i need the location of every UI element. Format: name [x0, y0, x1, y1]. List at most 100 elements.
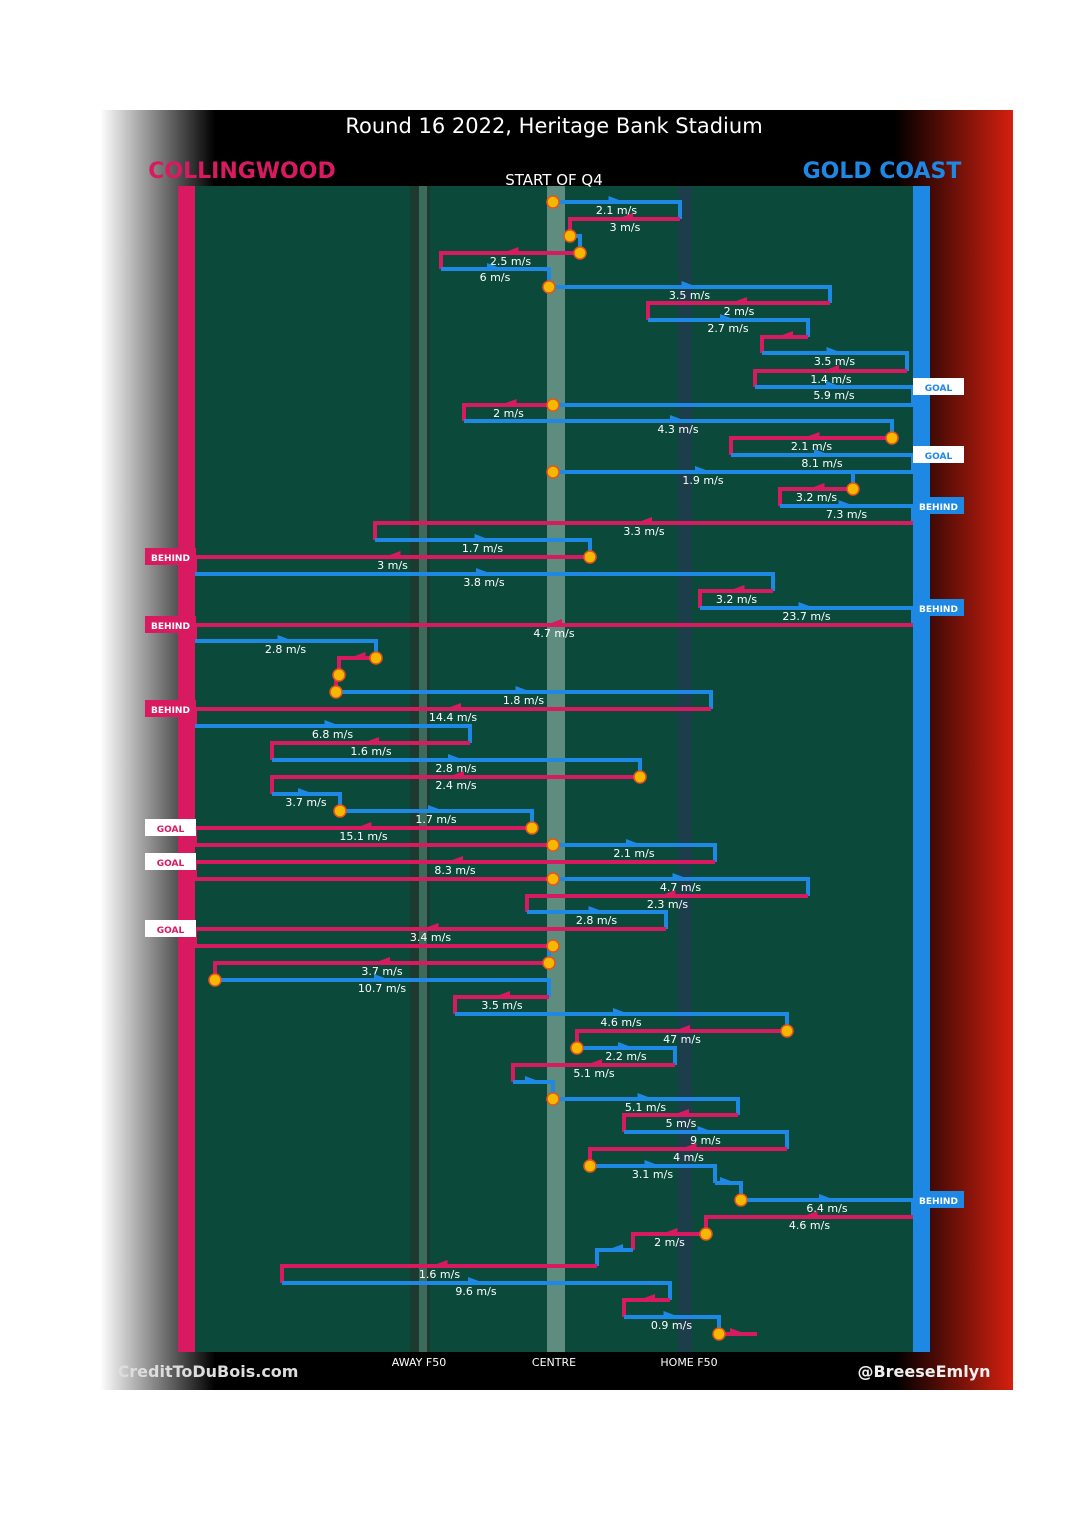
title: Round 16 2022, Heritage Bank Stadium — [345, 114, 762, 138]
speed-label: 3.7 m/s — [361, 965, 402, 978]
speed-label: 4.3 m/s — [657, 423, 698, 436]
ball — [546, 872, 560, 886]
ball — [633, 770, 647, 784]
outcome-label: GOAL — [157, 926, 185, 936]
arrow — [695, 466, 711, 474]
outcome-label: BEHIND — [151, 706, 190, 716]
arrow — [374, 974, 390, 982]
ball — [333, 804, 347, 818]
arrow — [502, 247, 519, 255]
speed-label: 47 m/s — [663, 1033, 701, 1046]
arrow — [663, 1311, 680, 1319]
arrow — [697, 1126, 714, 1134]
speed-label: 8.3 m/s — [434, 864, 475, 877]
speed-label: 2.8 m/s — [435, 762, 476, 775]
arrow — [613, 1008, 629, 1016]
arrow — [801, 1211, 818, 1219]
arrow — [819, 1194, 835, 1202]
arrow — [277, 635, 294, 643]
arrow — [447, 856, 463, 864]
arrow — [355, 822, 372, 830]
ball — [712, 1327, 726, 1341]
goldcoast-sideline — [913, 186, 930, 1352]
ball — [208, 973, 222, 987]
ball — [369, 651, 383, 665]
speed-label: 8.1 m/s — [801, 457, 842, 470]
speed-label: 2 m/s — [724, 305, 755, 318]
arrow — [363, 737, 379, 745]
arrow — [618, 1042, 634, 1050]
speed-label: 23.7 m/s — [782, 610, 830, 623]
arrow — [617, 213, 633, 221]
arrow — [798, 602, 815, 610]
speed-label: 2.3 m/s — [647, 898, 688, 911]
speed-label: 6 m/s — [480, 271, 511, 284]
arrow — [670, 415, 686, 423]
possession-line — [195, 572, 775, 591]
arrow — [659, 890, 676, 898]
possession-line — [622, 1113, 738, 1132]
centre-line — [547, 186, 565, 1352]
possession-line — [553, 200, 682, 219]
outcome-tag-fill — [145, 920, 196, 937]
speed-label: 15.1 m/s — [339, 830, 387, 843]
field-label: HOME F50 — [660, 1356, 717, 1369]
speed-label: 3.2 m/s — [716, 593, 757, 606]
arrow — [674, 1025, 690, 1033]
outcome-tag-fill — [913, 599, 964, 616]
possession-line — [280, 1264, 597, 1283]
speed-label: 3.5 m/s — [669, 289, 710, 302]
outcome-tag-fill — [145, 548, 196, 565]
arrow — [777, 331, 793, 339]
speed-label: 5.1 m/s — [625, 1101, 666, 1114]
possession-line — [577, 1046, 677, 1065]
arrow — [515, 686, 532, 694]
speed-label: 3.3 m/s — [623, 525, 664, 538]
ball — [542, 280, 556, 294]
ball — [699, 1227, 713, 1241]
speed-label: 4 m/s — [673, 1151, 704, 1164]
possession-line — [270, 741, 470, 760]
outcome-tag-fill — [913, 1191, 964, 1208]
speed-label: 14.4 m/s — [429, 711, 477, 724]
arrow — [672, 873, 689, 881]
arrow — [728, 585, 745, 593]
speed-label: 1.7 m/s — [415, 813, 456, 826]
speed-label: 3 m/s — [377, 559, 408, 572]
speed-label: 2.8 m/s — [576, 914, 617, 927]
arrow — [826, 347, 843, 355]
speed-label: 2.1 m/s — [613, 847, 654, 860]
arrow — [681, 281, 698, 289]
away-team: GOLD COAST — [803, 159, 962, 184]
home-f50-line — [678, 186, 692, 1352]
arrow — [814, 449, 830, 457]
credit: @BreeseEmlyn — [857, 1362, 990, 1381]
possession-line — [553, 843, 717, 862]
ball — [546, 465, 560, 479]
arrow — [644, 1160, 661, 1168]
outcome-tag-fill — [145, 700, 196, 717]
ball — [583, 550, 597, 564]
period: START OF Q4 — [505, 171, 603, 189]
possession-line — [624, 1130, 789, 1149]
outcome-tag-fill — [913, 446, 964, 463]
arrow — [428, 805, 444, 813]
arrow — [474, 534, 491, 542]
speed-label: 3.5 m/s — [481, 999, 522, 1012]
ball — [542, 956, 556, 970]
ball — [546, 939, 560, 953]
speed-label: 4.6 m/s — [600, 1016, 641, 1029]
arrow — [500, 399, 517, 407]
arrow — [374, 957, 390, 965]
arrow — [673, 1109, 689, 1117]
possession-line — [462, 403, 553, 421]
arrow — [298, 788, 314, 796]
ball — [546, 1092, 560, 1106]
arrow — [525, 1076, 541, 1084]
outcome-tag-fill — [145, 853, 196, 870]
speed-label: 2 m/s — [654, 1236, 685, 1249]
possession-line — [729, 436, 892, 455]
possession-line — [762, 351, 909, 371]
